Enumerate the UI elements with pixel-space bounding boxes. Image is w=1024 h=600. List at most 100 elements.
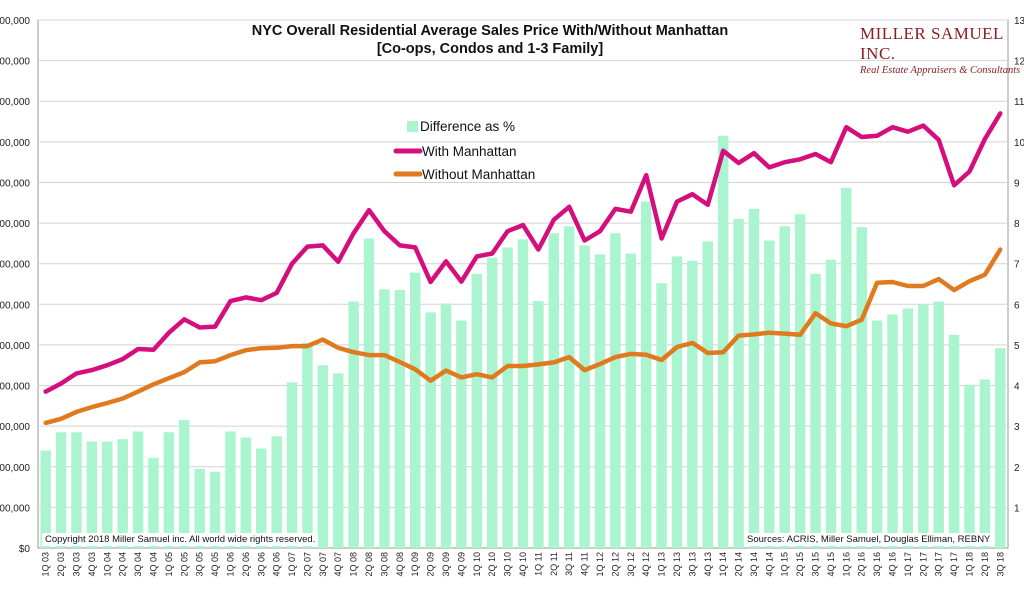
x-tick-label: 2Q 16 bbox=[857, 552, 867, 577]
bar-2q-18 bbox=[979, 379, 991, 548]
y-right-tick-label: 8 bbox=[1014, 219, 1020, 230]
point-without-manhattan bbox=[367, 353, 371, 357]
chart-title: NYC Overall Residential Average Sales Pr… bbox=[180, 22, 800, 58]
x-tick-label: 1Q 07 bbox=[287, 552, 297, 577]
bar-2q-16 bbox=[856, 227, 867, 548]
point-without-manhattan bbox=[660, 358, 663, 362]
y-left-tick-label: 00,000 bbox=[0, 138, 30, 149]
bar-4q-15 bbox=[825, 259, 837, 548]
point-with-manhattan bbox=[229, 299, 232, 303]
x-tick-label: 3Q 06 bbox=[256, 552, 266, 577]
point-without-manhattan bbox=[906, 284, 910, 288]
y-right-tick-label: 9 bbox=[1014, 178, 1020, 189]
point-without-manhattan bbox=[860, 318, 863, 321]
point-without-manhattan bbox=[383, 353, 386, 357]
x-tick-label: 4Q 06 bbox=[272, 552, 282, 577]
bar-4q-03 bbox=[86, 441, 98, 548]
x-tick-label: 1Q 17 bbox=[903, 552, 913, 577]
point-with-manhattan bbox=[444, 260, 448, 263]
bar-4q-05 bbox=[209, 471, 221, 548]
bar-3q-13 bbox=[687, 260, 698, 548]
point-with-manhattan bbox=[783, 160, 786, 164]
x-tick-label: 3Q 11 bbox=[564, 552, 574, 576]
x-tick-label: 3Q 03 bbox=[71, 552, 81, 577]
point-with-manhattan bbox=[136, 347, 140, 351]
brand-name: MILLER SAMUEL INC. bbox=[860, 24, 1004, 63]
bar-4q-04 bbox=[148, 457, 159, 548]
point-with-manhattan bbox=[983, 137, 987, 141]
point-with-manhattan bbox=[321, 244, 325, 247]
point-with-manhattan bbox=[337, 260, 340, 263]
point-without-manhattan bbox=[952, 288, 956, 292]
x-tick-label: 3Q 09 bbox=[441, 552, 451, 577]
y-right-tick-label: 6 bbox=[1014, 300, 1020, 311]
point-with-manhattan bbox=[922, 124, 925, 127]
y-left-tick-label: 00,000 bbox=[0, 382, 30, 393]
x-tick-label: 4Q 11 bbox=[580, 552, 590, 576]
point-without-manhattan bbox=[198, 361, 201, 364]
sources-note: Sources: ACRIS, Miller Samuel, Douglas E… bbox=[744, 533, 994, 546]
bar-1q-03 bbox=[40, 450, 51, 548]
point-without-manhattan bbox=[398, 360, 402, 364]
bar-4q-06 bbox=[271, 436, 282, 548]
bar-2q-14 bbox=[733, 219, 744, 548]
x-tick-label: 4Q 16 bbox=[888, 552, 898, 577]
y-left-tick-label: 00,000 bbox=[0, 341, 30, 352]
x-tick-label: 2Q 14 bbox=[734, 552, 744, 577]
bar-1q-09 bbox=[409, 272, 421, 548]
point-without-manhattan bbox=[460, 376, 463, 379]
point-without-manhattan bbox=[798, 333, 802, 336]
point-without-manhattan bbox=[829, 322, 833, 325]
point-with-manhattan bbox=[90, 368, 94, 372]
bar-2q-13 bbox=[671, 256, 683, 548]
point-without-manhattan bbox=[937, 277, 940, 281]
bar-3q-07 bbox=[317, 365, 329, 548]
point-without-manhattan bbox=[999, 248, 1002, 251]
point-without-manhattan bbox=[614, 355, 617, 359]
bar-1q-06 bbox=[225, 431, 236, 548]
x-tick-label: 4Q 15 bbox=[826, 552, 836, 577]
y-left-tick-label: 00,000 bbox=[0, 16, 30, 27]
bar-2q-10 bbox=[486, 257, 498, 548]
bar-2q-04 bbox=[117, 439, 128, 548]
bar-1q-10 bbox=[471, 273, 483, 548]
point-without-manhattan bbox=[337, 346, 340, 349]
point-without-manhattan bbox=[213, 359, 217, 363]
point-without-manhattan bbox=[491, 376, 494, 379]
point-without-manhattan bbox=[875, 281, 879, 284]
point-with-manhattan bbox=[829, 160, 833, 164]
bar-1q-07 bbox=[286, 382, 298, 548]
bar-3q-05 bbox=[194, 468, 205, 548]
y-left-tick-label: 00,000 bbox=[0, 503, 30, 514]
point-with-manhattan bbox=[106, 364, 109, 367]
point-without-manhattan bbox=[922, 284, 925, 288]
point-with-manhattan bbox=[567, 205, 571, 209]
point-without-manhattan bbox=[783, 332, 786, 335]
point-with-manhattan bbox=[398, 244, 402, 247]
point-without-manhattan bbox=[321, 338, 325, 341]
y-right-tick-label: 5 bbox=[1014, 341, 1020, 352]
point-with-manhattan bbox=[845, 126, 848, 129]
bar-3q-10 bbox=[502, 247, 513, 548]
bar-1q-12 bbox=[594, 254, 606, 548]
y-left-tick-label: $0 bbox=[19, 544, 31, 555]
bar-2q-03 bbox=[55, 432, 67, 548]
bar-3q-03 bbox=[71, 432, 82, 548]
point-without-manhattan bbox=[583, 368, 586, 372]
bar-4q-08 bbox=[394, 290, 406, 548]
point-with-manhattan bbox=[306, 245, 309, 248]
point-with-manhattan bbox=[367, 208, 371, 212]
bar-1q-05 bbox=[163, 432, 175, 548]
bar-3q-12 bbox=[625, 253, 637, 549]
point-without-manhattan bbox=[414, 368, 417, 371]
point-with-manhattan bbox=[475, 255, 479, 258]
point-without-manhattan bbox=[75, 410, 78, 414]
y-right-tick-label: 1 bbox=[1014, 503, 1020, 514]
chart-title-line-1: NYC Overall Residential Average Sales Pr… bbox=[251, 23, 729, 39]
x-tick-label: 1Q 05 bbox=[164, 552, 174, 577]
bar-1q-15 bbox=[779, 226, 790, 548]
point-with-manhattan bbox=[552, 218, 555, 222]
x-tick-label: 4Q 05 bbox=[210, 552, 220, 577]
